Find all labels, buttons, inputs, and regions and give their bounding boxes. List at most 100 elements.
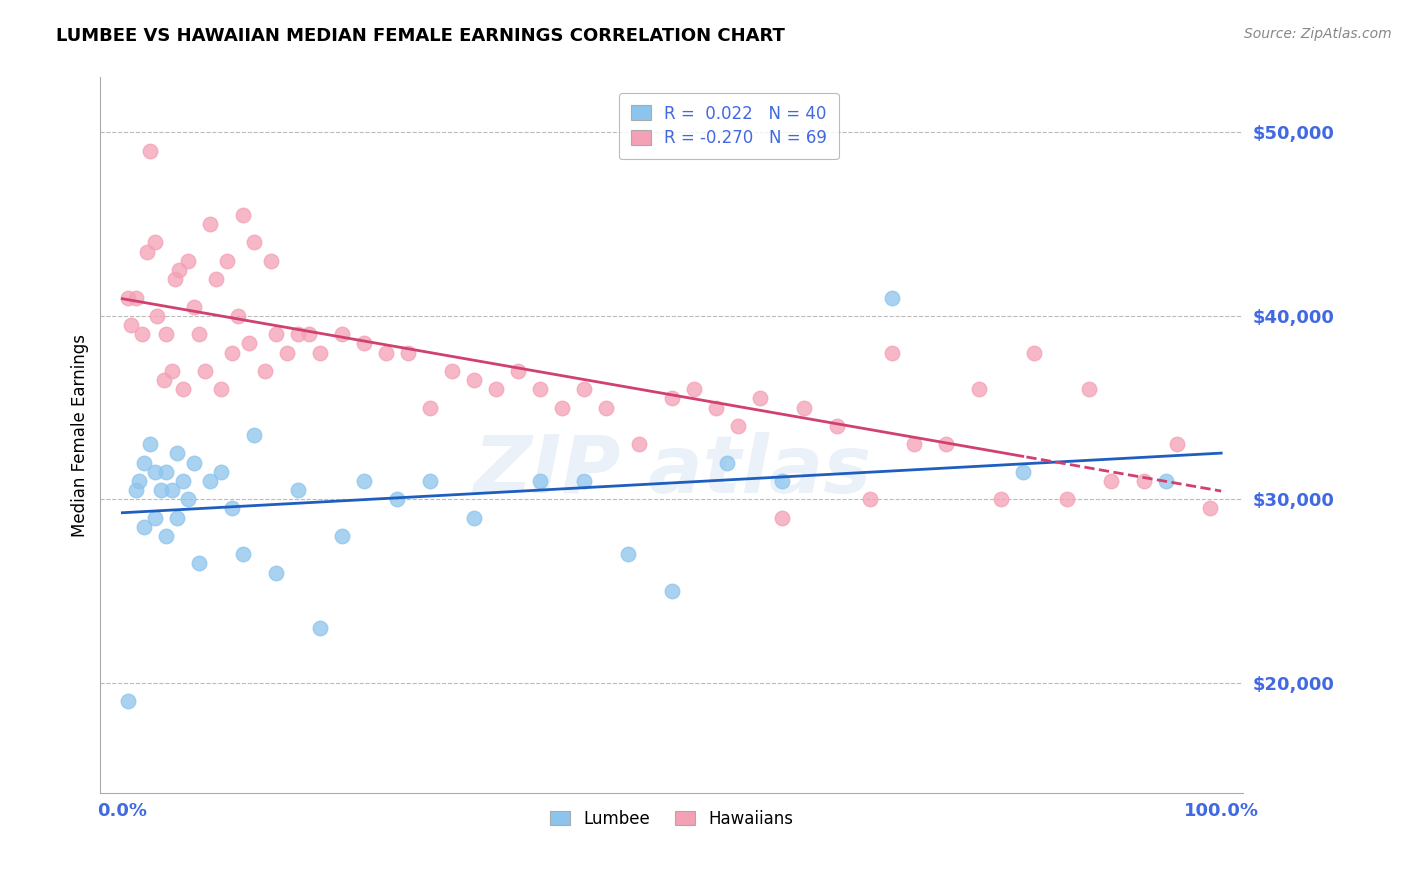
Point [143,510,166,524]
Point [529,474,551,488]
Point [748,392,770,406]
Point [287,483,309,497]
Point [1012,465,1035,479]
Text: Source: ZipAtlas.com: Source: ZipAtlas.com [1244,27,1392,41]
Point [595,401,617,415]
Point [143,235,166,250]
Point [188,327,211,342]
Legend: Lumbee, Hawaiians: Lumbee, Hawaiians [543,803,800,834]
Point [682,382,704,396]
Point [117,291,139,305]
Point [188,557,211,571]
Point [1024,345,1046,359]
Point [209,465,232,479]
Point [440,364,463,378]
Point [1056,492,1078,507]
Point [551,401,574,415]
Point [243,428,266,442]
Point [572,382,595,396]
Point [793,401,815,415]
Point [155,327,177,342]
Point [1078,382,1101,396]
Point [529,382,551,396]
Point [135,244,157,259]
Point [463,510,485,524]
Point [238,336,260,351]
Point [264,327,287,342]
Point [124,291,146,305]
Point [183,300,205,314]
Point [254,364,277,378]
Y-axis label: Median Female Earnings: Median Female Earnings [72,334,89,537]
Point [134,520,156,534]
Point [153,373,176,387]
Point [166,446,188,460]
Point [309,345,332,359]
Point [858,492,880,507]
Point [353,336,375,351]
Point [298,327,321,342]
Point [935,437,957,451]
Point [221,345,243,359]
Point [166,510,188,524]
Point [226,309,249,323]
Point [165,272,187,286]
Point [1166,437,1188,451]
Point [155,529,177,543]
Point [330,529,353,543]
Point [990,492,1012,507]
Point [716,456,738,470]
Point [232,208,254,222]
Point [172,382,194,396]
Point [627,437,650,451]
Point [155,465,177,479]
Point [200,217,222,231]
Point [617,547,640,561]
Point [128,474,150,488]
Point [903,437,925,451]
Point [704,401,727,415]
Point [353,474,375,488]
Point [149,483,172,497]
Point [215,253,238,268]
Point [880,345,903,359]
Point [243,235,266,250]
Point [506,364,529,378]
Point [177,492,200,507]
Point [661,392,683,406]
Point [1199,501,1222,516]
Point [770,510,793,524]
Point [463,373,485,387]
Point [287,327,309,342]
Point [770,474,793,488]
Point [146,309,169,323]
Point [419,474,441,488]
Point [200,474,222,488]
Point [232,547,254,561]
Point [1133,474,1156,488]
Point [169,263,191,277]
Point [177,253,200,268]
Point [396,345,419,359]
Point [172,474,194,488]
Point [385,492,408,507]
Point [160,483,183,497]
Point [1154,474,1177,488]
Point [204,272,226,286]
Point [572,474,595,488]
Point [120,318,142,332]
Text: LUMBEE VS HAWAIIAN MEDIAN FEMALE EARNINGS CORRELATION CHART: LUMBEE VS HAWAIIAN MEDIAN FEMALE EARNING… [56,27,785,45]
Point [661,583,683,598]
Point [139,437,162,451]
Point [276,345,298,359]
Point [221,501,243,516]
Point [134,456,156,470]
Point [209,382,232,396]
Point [264,566,287,580]
Point [160,364,183,378]
Point [375,345,398,359]
Point [727,418,749,433]
Point [485,382,508,396]
Point [1099,474,1122,488]
Point [330,327,353,342]
